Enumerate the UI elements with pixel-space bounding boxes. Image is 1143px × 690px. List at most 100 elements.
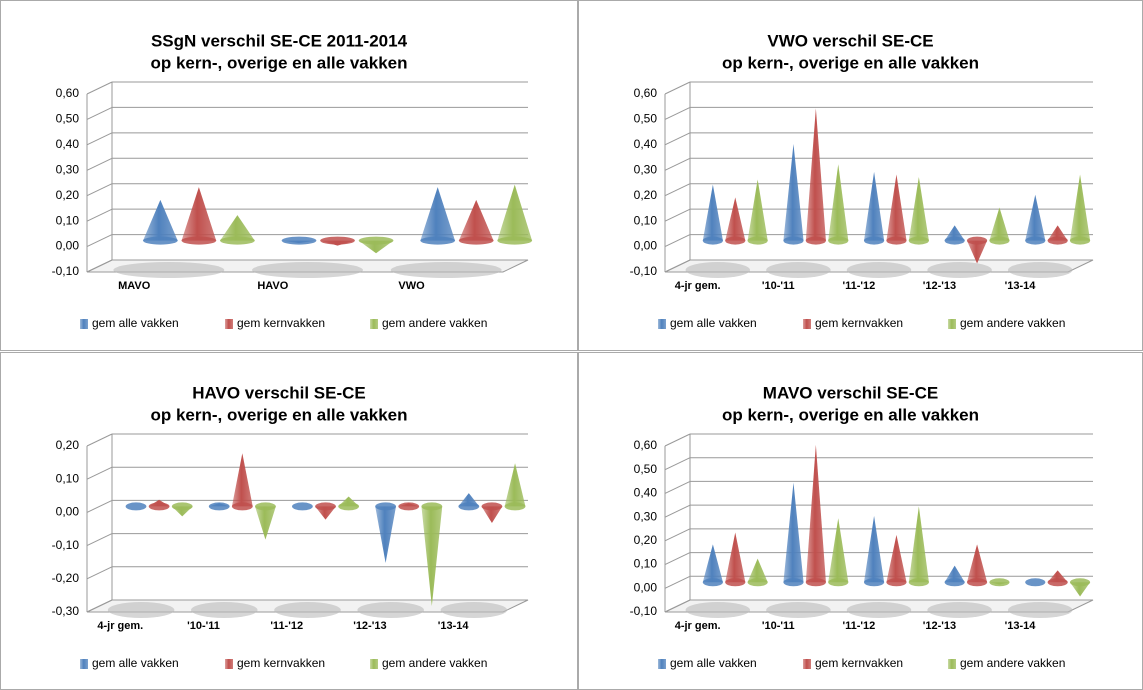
cone xyxy=(944,565,965,583)
grid-line-side xyxy=(664,480,691,494)
cone-base xyxy=(828,236,849,245)
cone xyxy=(504,463,526,507)
chart-title: SSgN verschil SE-CE 2011-2014 xyxy=(151,31,408,50)
cone-base xyxy=(702,578,723,587)
cone-base xyxy=(989,236,1010,245)
y-tick-label: 0,00 xyxy=(634,580,658,594)
y-tick-label: 0,20 xyxy=(56,188,80,202)
legend-label: gem alle vakken xyxy=(92,656,179,670)
x-tick-label: '10-'11 xyxy=(762,620,795,632)
floor-shadow xyxy=(1007,262,1073,278)
legend-swatch xyxy=(370,659,378,669)
cone xyxy=(702,184,723,241)
y-tick-label: 0,50 xyxy=(634,112,658,126)
y-tick-label: 0,10 xyxy=(634,213,658,227)
cone-base xyxy=(886,236,907,245)
cone xyxy=(1047,225,1068,241)
grid-line-side xyxy=(86,81,113,95)
grid-line-side xyxy=(664,132,691,146)
cone xyxy=(375,506,397,563)
cone-base xyxy=(497,236,533,245)
floor-shadow xyxy=(390,262,502,278)
floor-shadow xyxy=(846,262,912,278)
cone-base xyxy=(944,236,965,245)
legend-label: gem andere vakken xyxy=(960,656,1065,670)
grid-line-side xyxy=(664,106,691,120)
cone-base xyxy=(863,578,885,587)
floor-shadow xyxy=(766,262,831,278)
chart-subtitle: op kern-, overige en alle vakken xyxy=(150,405,407,424)
legend-label: gem alle vakken xyxy=(92,316,179,330)
cone-base xyxy=(805,578,826,587)
grid-line-side xyxy=(664,183,691,197)
cone-base xyxy=(398,502,420,511)
cone-base xyxy=(1025,578,1046,587)
chart-subtitle: op kern-, overige en alle vakken xyxy=(722,405,979,424)
cone xyxy=(944,225,965,241)
floor-shadow xyxy=(766,602,831,618)
legend-swatch xyxy=(80,319,88,329)
cone-base xyxy=(255,502,276,511)
y-tick-label: 0,30 xyxy=(56,162,80,176)
cone-base xyxy=(148,502,170,511)
y-tick-label: 0,10 xyxy=(634,557,658,571)
legend-swatch xyxy=(370,319,378,329)
legend-swatch xyxy=(658,319,666,329)
y-tick-label: 0,10 xyxy=(56,213,80,227)
cone-base xyxy=(125,502,147,511)
y-tick-label: 0,60 xyxy=(634,86,658,100)
y-tick-label: -0,10 xyxy=(630,264,658,278)
floor-shadow xyxy=(846,602,912,618)
grid-line-side xyxy=(664,259,691,273)
grid-line-side xyxy=(86,208,113,222)
legend-swatch xyxy=(803,659,811,669)
cone-base xyxy=(458,502,480,511)
y-tick-label: -0,20 xyxy=(52,571,80,585)
grid-line-side xyxy=(86,533,113,547)
legend-label: gem kernvakken xyxy=(815,656,903,670)
chart-title: VWO verschil SE-CE xyxy=(767,31,933,50)
cone xyxy=(805,444,826,583)
legend-swatch xyxy=(948,319,956,329)
cone xyxy=(1025,194,1046,241)
floor-shadow xyxy=(685,262,751,278)
x-tick-label: '13-14 xyxy=(1005,280,1037,292)
chart-title: HAVO verschil SE-CE xyxy=(192,383,366,402)
cone-base xyxy=(944,578,965,587)
y-tick-label: 0,60 xyxy=(634,438,658,452)
y-tick-label: -0,10 xyxy=(52,264,80,278)
legend-label: gem andere vakken xyxy=(382,656,487,670)
cone-base xyxy=(1069,578,1091,587)
grid-line-side xyxy=(86,566,113,580)
y-tick-label: 0,20 xyxy=(56,438,80,452)
cone-base xyxy=(315,502,336,511)
legend-swatch xyxy=(803,319,811,329)
x-tick-label: '12-'13 xyxy=(923,620,956,632)
cone-base xyxy=(181,236,217,245)
cone xyxy=(908,506,929,583)
cone-base xyxy=(828,578,849,587)
legend-label: gem andere vakken xyxy=(382,316,487,330)
grid-line-side xyxy=(664,504,691,518)
cone xyxy=(1069,582,1091,597)
floor-shadow xyxy=(191,602,258,618)
cone-base xyxy=(747,578,768,587)
legend-label: gem kernvakken xyxy=(815,316,903,330)
grid-line-side xyxy=(664,81,691,95)
panel-border xyxy=(578,352,1143,690)
cone xyxy=(143,199,178,241)
cone-base xyxy=(281,236,317,245)
cone xyxy=(220,215,255,241)
cone-base xyxy=(805,236,826,245)
panel-border xyxy=(0,0,578,351)
legend-swatch xyxy=(225,319,233,329)
cone-base xyxy=(320,236,355,245)
y-tick-label: 0,40 xyxy=(634,137,658,151)
cone-base xyxy=(1047,236,1068,245)
cone xyxy=(783,143,804,241)
y-tick-label: 0,20 xyxy=(634,533,658,547)
floor-shadow xyxy=(107,602,175,618)
grid-line-side xyxy=(664,234,691,248)
cone-base xyxy=(171,502,193,511)
cone-base xyxy=(421,502,443,511)
